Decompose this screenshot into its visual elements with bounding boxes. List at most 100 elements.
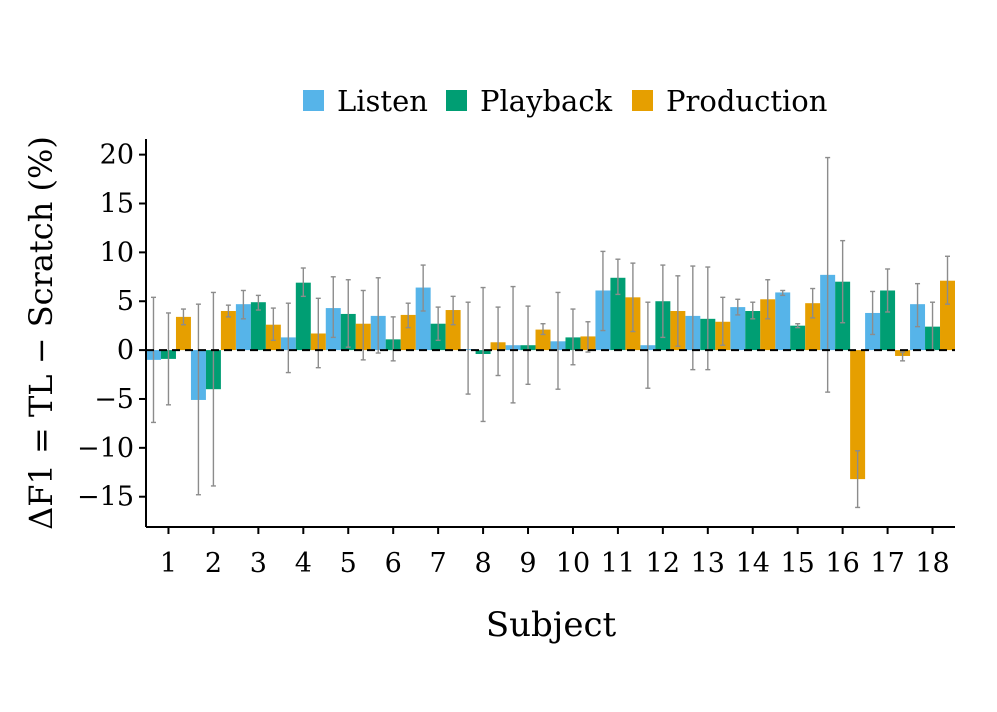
y-tick-label: 5 — [117, 286, 134, 317]
legend-label-playback: Playback — [480, 84, 613, 118]
bar-playback-subject-4 — [295, 282, 311, 351]
x-tick-label: 12 — [646, 548, 680, 579]
errorbar-playback-subject-13 — [705, 266, 711, 371]
bar-playback-subject-3 — [250, 302, 266, 351]
errorbar-production-subject-12 — [675, 275, 681, 347]
errorbar-listen-subject-11 — [600, 250, 606, 332]
errorbar-playback-subject-7 — [435, 306, 441, 342]
errorbar-listen-subject-9 — [510, 285, 516, 404]
errorbar-listen-subject-13 — [690, 265, 696, 371]
x-axis-label: Subject — [486, 605, 617, 645]
errorbar-production-subject-16 — [855, 450, 861, 509]
errorbar-playback-subject-17 — [885, 268, 891, 313]
bar-playback-subject-17 — [880, 290, 896, 351]
errorbar-listen-subject-7 — [420, 264, 426, 312]
y-tick-label: 0 — [117, 335, 134, 366]
bar-production-subject-9 — [535, 329, 551, 351]
errorbar-production-subject-13 — [720, 296, 726, 346]
errorbar-listen-subject-4 — [285, 302, 291, 374]
x-tick-label: 9 — [519, 548, 536, 579]
bar-production-subject-6 — [400, 314, 416, 351]
errorbar-playback-subject-6 — [390, 316, 396, 362]
x-tick-label: 1 — [160, 548, 177, 579]
legend-swatch-production — [632, 90, 653, 111]
errorbar-listen-subject-17 — [870, 290, 876, 336]
x-tick-label: 4 — [295, 548, 312, 579]
errorbar-playback-subject-1 — [165, 312, 171, 406]
bar-production-subject-1 — [175, 316, 191, 351]
errorbar-listen-subject-2 — [195, 303, 201, 496]
errorbar-production-subject-8 — [495, 306, 501, 377]
errorbar-listen-subject-1 — [150, 296, 156, 424]
errorbar-playback-subject-8 — [480, 286, 486, 423]
errorbar-listen-subject-6 — [375, 277, 381, 354]
legend-label-production: Production — [666, 84, 827, 118]
errorbar-listen-subject-3 — [240, 289, 246, 320]
errorbar-playback-subject-2 — [210, 291, 216, 487]
errorbar-listen-subject-14 — [735, 298, 741, 316]
errorbar-listen-subject-8 — [465, 301, 471, 395]
bar-listen-subject-7 — [415, 287, 431, 351]
bar-playback-subject-15 — [790, 325, 806, 351]
y-tick-label: −10 — [77, 433, 134, 464]
errorbar-production-subject-9 — [540, 323, 546, 336]
legend: Listen Playback Production — [303, 84, 827, 118]
errorbar-playback-subject-3 — [255, 294, 261, 311]
bar-listen-subject-3 — [235, 304, 251, 351]
legend-item-listen: Listen — [303, 84, 428, 118]
errorbar-listen-subject-12 — [645, 301, 651, 389]
bar-production-subject-15 — [805, 303, 821, 351]
legend-label-listen: Listen — [337, 84, 428, 118]
errorbar-playback-subject-11 — [615, 258, 621, 296]
errorbar-production-subject-18 — [945, 255, 951, 305]
errorbar-production-subject-10 — [585, 321, 591, 353]
errorbar-listen-subject-18 — [915, 282, 921, 328]
errorbar-playback-subject-9 — [525, 305, 531, 386]
error-bars-layer — [150, 156, 951, 509]
x-tick-label: 15 — [781, 548, 815, 579]
errorbar-playback-subject-10 — [570, 308, 576, 366]
legend-swatch-playback — [446, 90, 467, 111]
errorbar-production-subject-2 — [225, 304, 231, 318]
bar-production-subject-14 — [760, 299, 776, 351]
y-tick-label: −15 — [77, 482, 134, 513]
errorbar-listen-subject-5 — [330, 276, 336, 339]
x-tick-label: 7 — [430, 548, 447, 579]
x-tick-label: 16 — [825, 548, 859, 579]
legend-swatch-listen — [303, 90, 324, 111]
bars-layer — [146, 274, 955, 480]
y-tick-label: −5 — [94, 384, 134, 415]
errorbar-playback-subject-5 — [345, 279, 351, 348]
errorbar-listen-subject-15 — [780, 289, 786, 297]
errorbar-playback-subject-15 — [795, 323, 801, 329]
errorbar-production-subject-1 — [180, 308, 186, 326]
y-tick-label: 20 — [100, 140, 134, 171]
errorbar-production-subject-11 — [630, 262, 636, 333]
bar-playback-subject-11 — [610, 277, 626, 351]
errorbar-playback-subject-14 — [750, 301, 756, 320]
errorbar-playback-subject-16 — [840, 239, 846, 324]
x-tick-label: 6 — [385, 548, 402, 579]
bar-listen-subject-15 — [775, 292, 791, 351]
y-axis-label: ΔF1 = TL − Scratch (%) — [22, 136, 60, 530]
bar-production-subject-7 — [445, 310, 461, 351]
errorbar-production-subject-5 — [360, 289, 366, 361]
y-tick-label: 15 — [100, 189, 134, 220]
errorbar-listen-subject-10 — [555, 291, 561, 390]
x-tick-label: 10 — [556, 548, 590, 579]
legend-item-playback: Playback — [446, 84, 613, 118]
errorbar-production-subject-15 — [810, 287, 816, 319]
errorbar-production-subject-3 — [270, 307, 276, 342]
errorbar-production-subject-7 — [450, 295, 456, 326]
x-tick-label: 8 — [474, 548, 491, 579]
x-tick-label: 18 — [915, 548, 949, 579]
errorbar-production-subject-4 — [315, 297, 321, 369]
errorbar-playback-subject-12 — [660, 264, 666, 339]
bar-playback-subject-14 — [745, 311, 761, 351]
x-tick-label: 3 — [250, 548, 267, 579]
errorbar-playback-subject-4 — [300, 267, 306, 298]
errorbar-production-subject-14 — [765, 279, 771, 320]
x-tick-label: 11 — [601, 548, 635, 579]
legend-item-production: Production — [632, 84, 827, 118]
